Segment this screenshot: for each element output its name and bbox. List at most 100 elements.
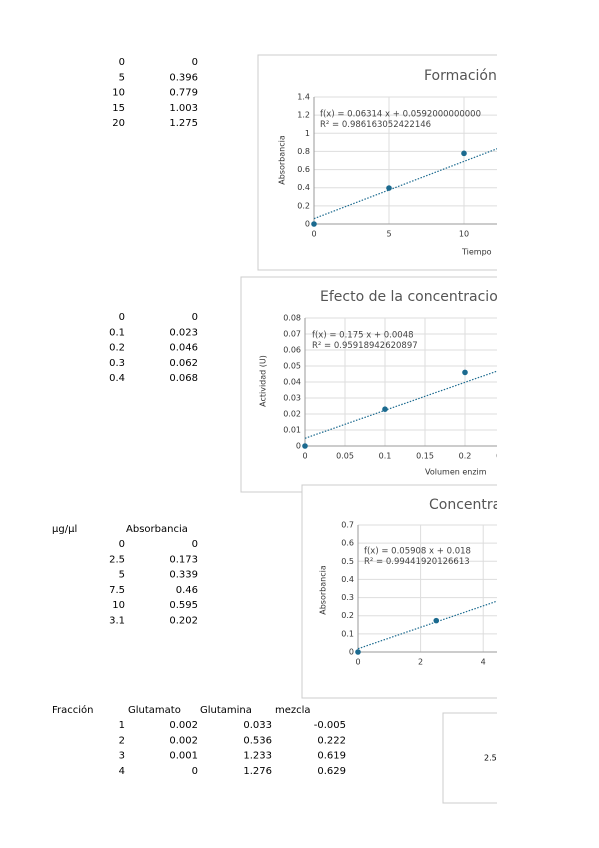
cell: 0.339 (169, 570, 198, 581)
data-point (311, 221, 317, 227)
data-point (461, 150, 467, 157)
chart-frame (301, 484, 497, 699)
x-tick-label: 2 (418, 658, 423, 667)
cell: 0.001 (169, 751, 198, 762)
cell: 0.779 (169, 88, 198, 99)
y-tick-label: 0.04 (283, 378, 301, 387)
chart-title: Formación (424, 68, 497, 84)
y-tick-label: 0.06 (283, 346, 301, 355)
x-tick-label: 0.25 (496, 452, 514, 461)
cell: 0.46 (176, 585, 198, 596)
y-tick-label: 0.6 (341, 539, 354, 548)
cell: 1.276 (243, 766, 272, 777)
y-axis-label: Absorbancia (278, 135, 287, 185)
data-point (386, 185, 392, 191)
cell: 0 (119, 57, 125, 68)
cell: 3.1 (109, 616, 125, 627)
cell: 0 (192, 57, 198, 68)
cell: 0 (192, 312, 198, 323)
cell: 0.1 (109, 327, 125, 338)
y-tick-label: 0 (349, 648, 354, 657)
cell: 0.068 (169, 373, 198, 384)
column-header: mezcla (275, 705, 311, 716)
cell: 1.003 (169, 103, 198, 114)
annotation: f(x) = 0.175 x + 0.0048 (312, 331, 414, 341)
y-tick-label: 0.01 (283, 426, 301, 435)
y-tick-label: 1.2 (297, 111, 310, 120)
cell: -0.005 (314, 720, 346, 731)
x-tick-label: 0.15 (416, 452, 434, 461)
cell: 0.023 (169, 327, 198, 338)
y-tick-label: 0.03 (283, 394, 301, 403)
cell: 0.202 (169, 616, 198, 627)
data-point (536, 130, 542, 136)
chart-frame (257, 54, 497, 271)
data-point (590, 566, 596, 572)
y-tick-label: 0.08 (283, 314, 301, 323)
cell: 0 (192, 539, 198, 550)
cell: 7.5 (109, 585, 125, 596)
trendline (357, 600, 497, 650)
data-point (462, 369, 468, 376)
cell: 4 (119, 766, 125, 777)
cell: 15 (112, 103, 125, 114)
annotation: f(x) = 0.06314 x + 0.0592000000000 (320, 110, 481, 120)
trendline (304, 370, 497, 439)
chart: 00.20.40.60.811.21.40510152025Formaciónf… (257, 54, 542, 271)
chart-title: Efecto de la concentracio (320, 289, 498, 305)
chart: 00.10.20.30.40.50.60.7024681012Concentra… (301, 484, 596, 699)
y-tick-label: 0.4 (297, 183, 310, 192)
data-point (302, 443, 308, 449)
cell: 0.536 (243, 735, 272, 746)
annotation: R² = 0.95918942620897 (312, 341, 418, 351)
cell: 0.2 (109, 343, 125, 354)
cell: 2 (119, 735, 125, 746)
y-tick-label: 0.2 (297, 201, 310, 210)
x-tick-label: 0.05 (336, 452, 354, 461)
column-header: µg/µl (52, 524, 77, 535)
x-tick-label: 5 (386, 230, 391, 239)
cell: 0.173 (169, 554, 198, 565)
cell: 0.396 (169, 72, 198, 83)
y-tick-label: 0 (305, 220, 310, 229)
y-tick-label: 0.7 (341, 521, 354, 530)
y-tick-label: 0.3 (341, 593, 354, 602)
y-axis-label: Actividad (U) (259, 355, 268, 407)
cell: 0 (192, 766, 198, 777)
x-tick-label: 0.1 (379, 452, 392, 461)
trendline (313, 148, 497, 220)
x-tick-label: 0 (302, 452, 307, 461)
cell: 0.062 (169, 358, 198, 369)
data-point (433, 617, 440, 624)
y-tick-label: 0.02 (283, 410, 301, 419)
x-tick-label: 0.3 (539, 452, 552, 461)
y-tick-label: 0.5 (341, 557, 354, 566)
x-tick-label: 4 (481, 658, 486, 667)
y-tick-label: 0 (296, 442, 301, 451)
cell: 10 (112, 600, 125, 611)
data-point (382, 406, 388, 413)
cell: 0.3 (109, 358, 125, 369)
column-header: Glutamina (200, 705, 252, 716)
cell: 3 (119, 751, 125, 762)
cell: 5 (119, 72, 125, 83)
cell: 0.002 (169, 720, 198, 731)
x-tick-label: 0.2 (459, 452, 472, 461)
column-header: Glutamato (128, 705, 181, 716)
y-tick-label: 1 (305, 129, 310, 138)
y-tick-label: 0.07 (283, 330, 301, 339)
y-tick-label: 0.8 (297, 147, 310, 156)
cell: 10 (112, 88, 125, 99)
x-axis-label: Tiempo (461, 248, 492, 257)
data-point (542, 344, 548, 350)
charts: 2.5 00.20.40.60.811.21.40510152025Formac… (240, 54, 596, 804)
column-header: Absorbancia (126, 524, 188, 535)
y-tick-label: 0.1 (341, 629, 354, 638)
annotation: R² = 0.986163052422146 (320, 120, 431, 130)
cell: 0.002 (169, 735, 198, 746)
cell: 1.275 (169, 118, 198, 129)
x-tick-label: 0 (355, 658, 360, 667)
cell: 0 (119, 539, 125, 550)
y-axis-label: Absorbancia (319, 565, 328, 615)
